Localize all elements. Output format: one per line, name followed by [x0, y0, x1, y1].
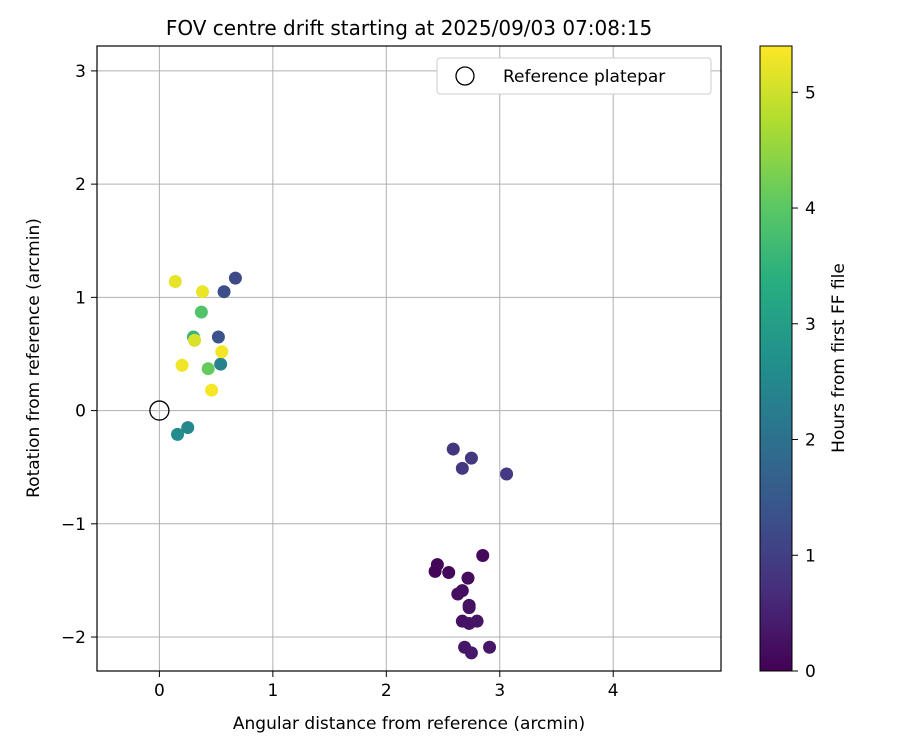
data-point	[201, 362, 215, 376]
data-point	[205, 383, 219, 397]
data-point	[470, 614, 484, 628]
data-point	[476, 549, 490, 563]
plot-area	[96, 45, 722, 672]
colorbar-tick-label: 4	[805, 199, 816, 219]
colorbar-label: Hours from first FF file	[829, 263, 849, 453]
colorbar-tick-label: 2	[805, 431, 816, 451]
x-tick-label: 3	[494, 681, 505, 701]
data-point	[188, 333, 202, 347]
data-point	[442, 565, 456, 579]
y-tick-label: −1	[61, 515, 86, 535]
chart-title: FOV centre drift starting at 2025/09/03 …	[166, 16, 652, 40]
x-tick-label: 0	[154, 681, 165, 701]
data-point	[464, 646, 478, 660]
colorbar-tick-label: 0	[805, 662, 816, 682]
y-tick-label: 1	[75, 288, 86, 308]
data-point	[168, 275, 182, 289]
data-point	[194, 305, 208, 319]
data-point	[214, 357, 228, 371]
legend-box	[436, 57, 712, 95]
data-point	[483, 640, 497, 654]
data-point	[215, 345, 229, 359]
data-point	[500, 467, 514, 481]
colorbar-ticks: 0 1 2 3 4 5	[792, 83, 816, 682]
data-point	[181, 421, 195, 435]
grid	[97, 46, 721, 671]
data-point	[464, 451, 478, 465]
legend-marker-reference	[455, 66, 475, 86]
points-layer	[168, 271, 514, 660]
data-point	[455, 461, 469, 475]
y-tick-label: 3	[75, 62, 86, 82]
x-axis-label: Angular distance from reference (arcmin)	[233, 714, 585, 734]
x-tick-label: 1	[267, 681, 278, 701]
x-axis-ticks: 0 1 2 3 4	[154, 671, 619, 701]
data-point	[217, 285, 231, 299]
data-point	[455, 584, 469, 598]
y-tick-label: −2	[61, 628, 86, 648]
y-tick-label: 0	[75, 402, 86, 422]
y-axis-ticks: −2 −1 0 1 2 3	[61, 62, 97, 648]
x-tick-label: 4	[608, 681, 619, 701]
data-point	[462, 601, 476, 615]
colorbar-gradient	[759, 45, 793, 672]
colorbar-tick-label: 1	[805, 546, 816, 566]
data-point	[461, 571, 475, 585]
colorbar-tick-label: 5	[805, 83, 816, 103]
data-point	[228, 271, 242, 285]
colorbar: 0 1 2 3 4 5 Hours from first FF file	[759, 45, 849, 682]
data-point	[430, 558, 444, 572]
reference-platepar-marker	[149, 400, 170, 421]
legend: Reference platepar	[436, 57, 712, 95]
colorbar-tick-label: 3	[805, 315, 816, 335]
data-point	[196, 285, 210, 299]
legend-label-reference: Reference platepar	[503, 67, 665, 87]
data-point	[211, 330, 225, 344]
data-point	[446, 442, 460, 456]
reference-layer	[149, 400, 170, 421]
data-point	[175, 358, 189, 372]
x-tick-label: 2	[381, 681, 392, 701]
data-point	[171, 427, 185, 441]
y-tick-label: 2	[75, 175, 86, 195]
y-axis-label: Rotation from reference (arcmin)	[24, 218, 44, 498]
